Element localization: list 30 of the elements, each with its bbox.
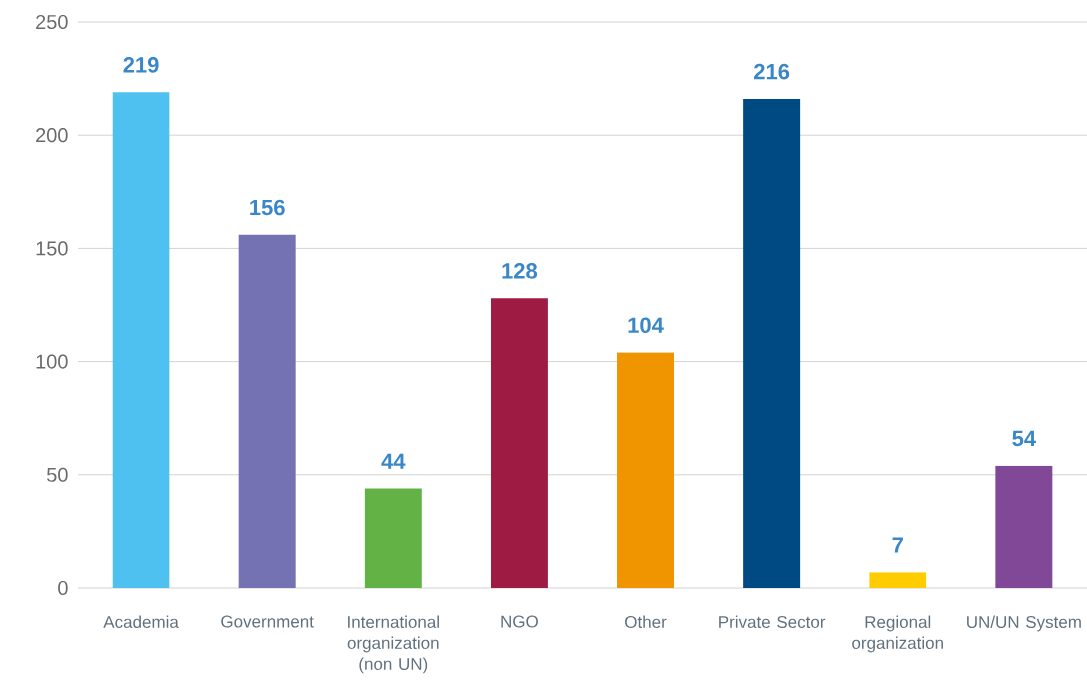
data-label: 54 <box>1012 430 1036 447</box>
bar <box>364 488 422 588</box>
x-tick-label: Other <box>625 615 667 629</box>
x-tick-label: NGO <box>501 615 538 628</box>
data-label: 7 <box>892 537 903 553</box>
x-tick-label: Private Sector <box>719 615 826 629</box>
data-label: 128 <box>502 263 538 279</box>
y-tick-label: 0 <box>58 580 68 596</box>
bar <box>238 234 296 588</box>
y-tick-label: 250 <box>36 14 68 30</box>
bar <box>743 98 801 588</box>
bar <box>995 465 1053 588</box>
y-tick-label: 200 <box>36 128 68 143</box>
data-label: 104 <box>628 317 664 334</box>
data-label: 156 <box>250 199 285 216</box>
y-tick-label: 150 <box>36 241 68 256</box>
x-tick-label: International organization (non UN) <box>347 615 439 674</box>
data-label: 219 <box>123 57 159 73</box>
bar <box>490 298 548 588</box>
bar <box>112 92 170 588</box>
x-tick-label: UN/UN System <box>967 615 1081 632</box>
x-tick-label: Regional organization <box>852 615 943 653</box>
x-tick-label: Government <box>221 615 314 628</box>
y-tick-label: 50 <box>47 467 68 482</box>
bar <box>617 352 675 588</box>
y-tick-label: 100 <box>36 354 68 369</box>
data-label: 44 <box>381 453 406 469</box>
bar <box>869 572 927 588</box>
x-tick-label: Academia <box>103 615 179 629</box>
data-label: 216 <box>754 63 790 80</box>
